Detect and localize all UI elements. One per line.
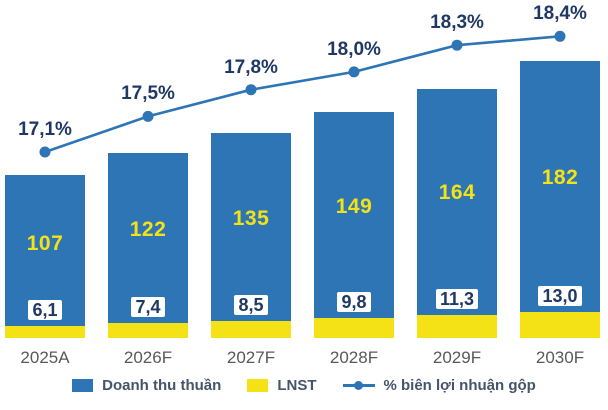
lnst-value-label: 13,0 <box>505 284 608 308</box>
legend-label-lnst: LNST <box>277 377 317 394</box>
lnst-value-text: 13,0 <box>538 286 582 306</box>
lnst-value-text: 6,1 <box>28 299 62 320</box>
x-axis-label: 2029F <box>432 348 482 367</box>
margin-value-label: 18,3% <box>430 12 484 34</box>
lnst-value-label: 7,4 <box>93 295 203 319</box>
lnst-bar <box>211 321 291 338</box>
legend: Doanh thu thuần LNST % biên lợi nhuận gộ… <box>0 377 608 394</box>
x-axis-label: 2030F <box>535 348 585 367</box>
x-axis-label: 2027F <box>226 348 276 367</box>
legend-swatch-margin-line-icon <box>342 379 375 392</box>
lnst-value-label: 6,1 <box>0 298 100 322</box>
lnst-value-text: 8,5 <box>234 295 268 315</box>
margin-value-label: 17,5% <box>121 83 175 105</box>
margin-value-label: 18,4% <box>533 3 587 25</box>
lnst-bar <box>108 323 188 338</box>
lnst-value-label: 9,8 <box>299 290 409 314</box>
margin-value-label: 18,0% <box>327 38 381 60</box>
legend-item-revenue: Doanh thu thuần <box>72 377 221 394</box>
lnst-bar <box>520 312 600 338</box>
lnst-value-text: 7,4 <box>131 297 165 318</box>
revenue-value-label: 149 <box>335 194 373 218</box>
revenue-value-label: 107 <box>26 231 64 255</box>
legend-line-dot <box>353 381 363 390</box>
revenue-value-label: 122 <box>129 218 167 242</box>
x-axis-label: 2025A <box>20 348 70 367</box>
lnst-value-text: 11,3 <box>435 289 479 310</box>
margin-value-label: 17,1% <box>18 119 72 140</box>
lnst-bar <box>5 325 85 338</box>
margin-value-label: 17,8% <box>224 56 278 78</box>
lnst-value-text: 9,8 <box>337 292 371 313</box>
legend-item-margin: % biên lợi nhuận gộp <box>342 377 536 394</box>
revenue-value-label: 164 <box>438 181 476 205</box>
x-axis-label: 2028F <box>329 348 379 367</box>
revenue-value-label: 182 <box>541 165 579 189</box>
legend-label-margin: % biên lợi nhuận gộp <box>383 377 536 394</box>
legend-swatch-lnst-icon <box>247 379 269 392</box>
lnst-bar <box>417 315 497 338</box>
legend-label-revenue: Doanh thu thuần <box>102 377 222 394</box>
legend-item-lnst: LNST <box>247 377 317 394</box>
lnst-bar <box>314 318 394 338</box>
revenue-value-label: 135 <box>232 206 270 230</box>
legend-swatch-revenue-icon <box>72 379 94 392</box>
lnst-value-label: 11,3 <box>402 287 512 311</box>
x-axis-label: 2026F <box>123 348 173 367</box>
lnst-value-label: 8,5 <box>196 293 306 317</box>
